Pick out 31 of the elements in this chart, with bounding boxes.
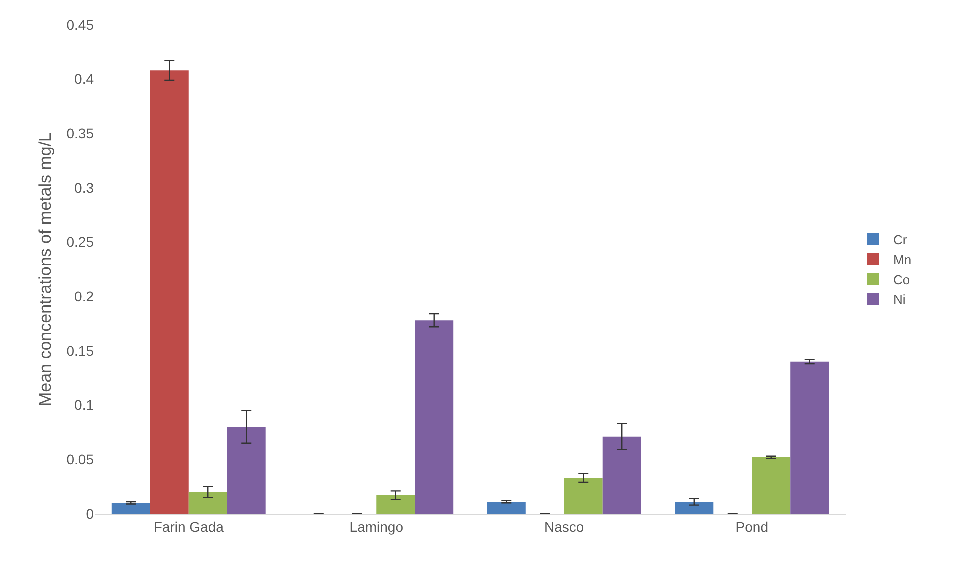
bar xyxy=(150,70,189,514)
y-tick-label: 0.15 xyxy=(66,342,94,359)
y-tick-label: 0.4 xyxy=(74,71,94,88)
bar xyxy=(227,427,266,514)
y-tick-label: 0.05 xyxy=(66,452,94,468)
legend-label: Co xyxy=(894,272,910,288)
y-tick-label: 0.45 xyxy=(66,16,94,33)
bar xyxy=(376,496,416,514)
bar xyxy=(487,502,526,514)
y-axis-title: Mean concentrations of metals mg/L xyxy=(36,132,55,407)
y-tick-label: 0 xyxy=(86,506,94,522)
y-tick-label: 0.3 xyxy=(74,180,94,196)
bar xyxy=(564,478,603,514)
bar xyxy=(112,503,150,514)
y-tick-label: 0.35 xyxy=(66,126,94,142)
bar xyxy=(188,492,228,514)
bar xyxy=(675,502,714,514)
y-tick-label: 0.1 xyxy=(74,397,94,414)
x-tick-label: Nasco xyxy=(544,518,584,535)
y-tick-label: 0.2 xyxy=(74,288,94,305)
x-tick-label: Lamingo xyxy=(350,518,404,535)
x-tick-label: Farin Gada xyxy=(154,518,224,535)
bar xyxy=(602,436,642,514)
legend-label: Mn xyxy=(894,252,912,268)
bar xyxy=(415,320,454,514)
x-tick-label: Pond xyxy=(736,518,768,535)
bar xyxy=(752,457,791,514)
legend-label: Cr xyxy=(894,232,908,248)
bar xyxy=(790,362,830,514)
legend-label: Ni xyxy=(894,292,906,308)
y-tick-label: 0.25 xyxy=(66,234,94,250)
